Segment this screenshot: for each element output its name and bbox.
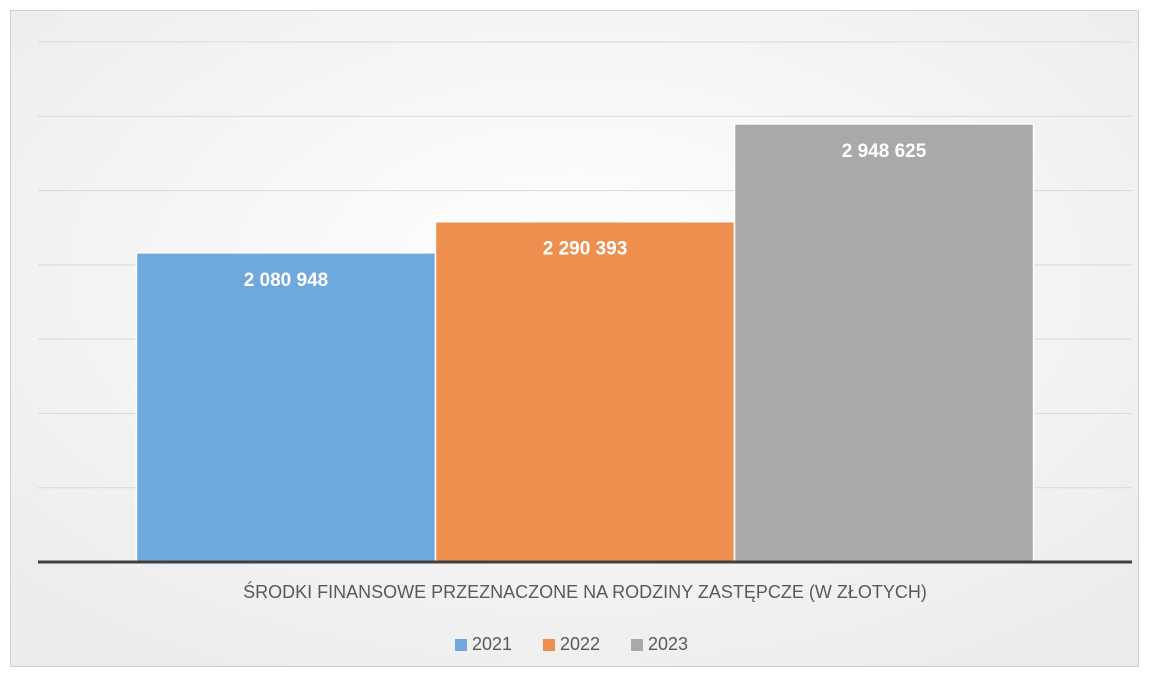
legend-label: 2021 (472, 634, 512, 654)
legend-label: 2023 (648, 634, 688, 654)
legend-swatch (455, 639, 467, 651)
data-label: 2 290 393 (543, 239, 628, 260)
legend-swatch (543, 639, 555, 651)
bar (434, 220, 736, 563)
data-label: 2 948 625 (842, 141, 927, 162)
legend-label: 2022 (560, 634, 600, 654)
legend-swatch (631, 639, 643, 651)
bar (135, 252, 437, 563)
data-label: 2 080 948 (244, 270, 329, 291)
bar (733, 123, 1035, 563)
x-tick-label: ŚRODKI FINANSOWE PRZEZNACZONE NA RODZINY… (243, 581, 927, 602)
